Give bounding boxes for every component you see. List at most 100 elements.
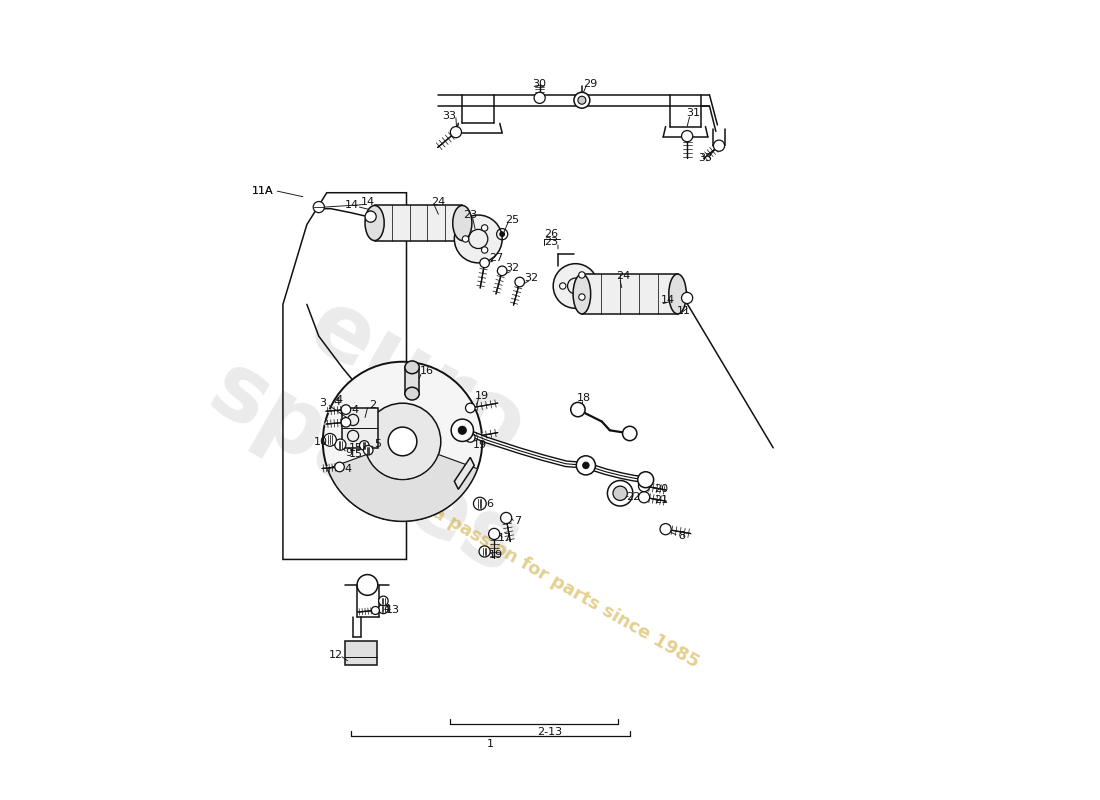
Circle shape (363, 446, 373, 455)
Text: 33: 33 (698, 154, 713, 163)
Text: 10: 10 (315, 438, 328, 447)
Text: 20: 20 (654, 484, 669, 494)
Circle shape (323, 434, 337, 446)
Text: 8: 8 (678, 530, 685, 541)
Text: 31: 31 (686, 108, 701, 118)
Text: 5: 5 (374, 439, 382, 449)
Circle shape (515, 278, 525, 286)
Circle shape (553, 264, 597, 308)
Text: 22: 22 (626, 492, 640, 502)
Text: 9: 9 (345, 449, 353, 458)
Circle shape (607, 481, 632, 506)
Ellipse shape (453, 206, 472, 241)
Text: 23: 23 (544, 237, 559, 247)
Circle shape (682, 130, 693, 142)
Circle shape (364, 403, 441, 480)
Circle shape (571, 402, 585, 417)
Text: 2-13: 2-13 (538, 727, 562, 738)
Text: 4: 4 (344, 463, 351, 474)
Circle shape (579, 294, 585, 300)
Text: 25: 25 (505, 215, 519, 225)
Ellipse shape (573, 274, 591, 314)
Bar (345, 641, 377, 665)
Text: 11A: 11A (252, 186, 274, 196)
Circle shape (482, 225, 487, 231)
Circle shape (473, 498, 486, 510)
Circle shape (465, 433, 475, 442)
Circle shape (334, 439, 345, 450)
Circle shape (378, 604, 388, 614)
Circle shape (660, 523, 671, 534)
Text: 16: 16 (419, 366, 433, 376)
Text: 33: 33 (442, 111, 455, 121)
Ellipse shape (669, 274, 686, 314)
Circle shape (578, 96, 586, 104)
Text: 2: 2 (368, 400, 376, 410)
Circle shape (378, 596, 388, 606)
Text: 21: 21 (654, 495, 669, 506)
Circle shape (478, 546, 491, 557)
Text: 14: 14 (361, 198, 375, 207)
Circle shape (682, 292, 693, 303)
Text: 6: 6 (486, 498, 494, 509)
Circle shape (450, 126, 462, 138)
Text: 11A: 11A (252, 186, 274, 196)
Circle shape (638, 492, 650, 503)
Circle shape (334, 462, 344, 472)
Text: 14: 14 (345, 201, 360, 210)
Circle shape (322, 362, 482, 521)
Circle shape (623, 426, 637, 441)
Ellipse shape (405, 387, 419, 400)
Text: 12: 12 (329, 650, 342, 660)
Circle shape (462, 236, 469, 242)
Text: 32: 32 (506, 263, 519, 274)
Polygon shape (454, 458, 474, 490)
Text: euro
spares: euro spares (194, 254, 588, 594)
Text: 30: 30 (532, 79, 547, 90)
Circle shape (560, 283, 565, 289)
Text: a passion for parts since 1985: a passion for parts since 1985 (429, 503, 703, 671)
Bar (405, 367, 419, 394)
Bar (375, 206, 462, 241)
Circle shape (497, 266, 507, 276)
Text: 24: 24 (431, 198, 446, 207)
Circle shape (459, 426, 466, 434)
Text: 17: 17 (497, 533, 512, 543)
Bar (582, 274, 678, 314)
Circle shape (314, 202, 324, 213)
Text: 3: 3 (319, 398, 327, 408)
Circle shape (500, 513, 512, 523)
Text: 11: 11 (676, 306, 691, 316)
Text: 18: 18 (578, 393, 592, 402)
Text: 26: 26 (544, 229, 559, 239)
Circle shape (365, 211, 376, 222)
Circle shape (576, 456, 595, 475)
Text: 32: 32 (524, 273, 538, 283)
Circle shape (372, 606, 379, 614)
Text: 27: 27 (490, 253, 504, 263)
Text: 4: 4 (351, 405, 359, 414)
Circle shape (579, 272, 585, 278)
Circle shape (360, 441, 368, 450)
Circle shape (341, 405, 351, 414)
Text: 15: 15 (349, 450, 363, 459)
Text: 14: 14 (661, 295, 675, 306)
Ellipse shape (365, 206, 384, 241)
Text: 24: 24 (616, 271, 630, 282)
Text: 19: 19 (488, 550, 503, 561)
Circle shape (535, 92, 546, 103)
Text: 19: 19 (473, 440, 487, 450)
Circle shape (714, 140, 725, 151)
Circle shape (638, 472, 653, 488)
Circle shape (465, 403, 475, 413)
Bar (342, 408, 378, 448)
Circle shape (480, 258, 490, 268)
Circle shape (638, 481, 650, 492)
Circle shape (488, 528, 499, 539)
Text: 7: 7 (515, 516, 521, 526)
Circle shape (574, 92, 590, 108)
Circle shape (341, 418, 351, 427)
Polygon shape (328, 454, 477, 521)
Text: 23: 23 (463, 210, 477, 220)
Circle shape (388, 427, 417, 456)
